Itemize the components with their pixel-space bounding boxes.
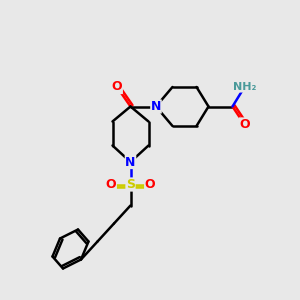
Text: O: O xyxy=(145,178,155,191)
Text: N: N xyxy=(125,155,136,169)
Text: S: S xyxy=(126,178,135,191)
Text: NH₂: NH₂ xyxy=(233,82,256,92)
Text: O: O xyxy=(106,178,116,191)
Text: O: O xyxy=(239,118,250,131)
Text: N: N xyxy=(151,100,161,113)
Text: O: O xyxy=(112,80,122,94)
